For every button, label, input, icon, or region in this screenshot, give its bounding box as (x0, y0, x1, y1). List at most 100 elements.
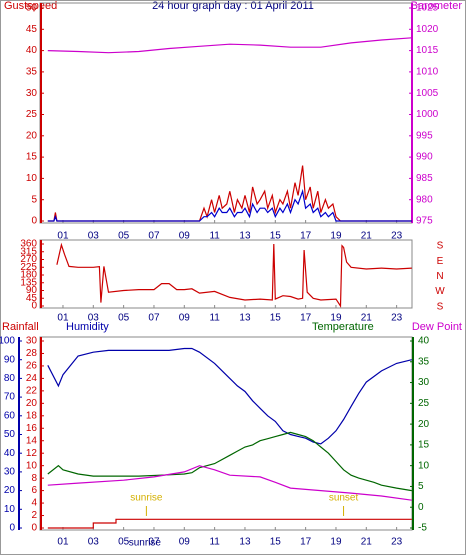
x-tick-label: 17 (300, 231, 312, 242)
y-tick-label: 1000 (416, 109, 439, 120)
y-tick-label: 135 (20, 277, 37, 288)
y-tick-label: 985 (416, 173, 433, 184)
x-tick-label: 09 (179, 537, 191, 548)
series-line (56, 242, 412, 308)
temperature-label: Temperature (312, 321, 374, 333)
axis-bar (40, 240, 42, 308)
x-tick-label: 21 (361, 313, 373, 324)
x-tick-label: 05 (118, 313, 130, 324)
y-tick-label: 50 (26, 3, 38, 14)
y-tick-label: 975 (416, 216, 433, 227)
y-tick-label: 30 (4, 467, 16, 478)
y-tick-label: 28 (26, 348, 38, 359)
y-tick-label: 2 (31, 510, 37, 521)
x-tick-label: 11 (209, 231, 220, 242)
annotation: sunset (329, 493, 359, 504)
x-tick-label: 05 (118, 231, 130, 242)
x-tick-label: 01 (57, 313, 69, 324)
series-line (47, 431, 412, 492)
y-tick-label: 45 (26, 24, 38, 35)
y-tick-label: 12 (26, 448, 38, 459)
x-tick-label: 03 (88, 313, 100, 324)
y-tick-label: 995 (416, 130, 433, 141)
x-tick-label: 15 (270, 537, 282, 548)
direction-label: W (435, 286, 445, 297)
y-tick-label: 50 (4, 429, 16, 440)
x-tick-label: 09 (179, 231, 191, 242)
y-tick-label: 180 (20, 270, 37, 281)
series-line (47, 188, 412, 222)
x-tick-label: 23 (391, 313, 403, 324)
x-tick-label: 19 (330, 537, 342, 548)
y-tick-label: 0 (9, 523, 15, 534)
y-tick-label: 40 (4, 448, 16, 459)
y-tick-label: 8 (31, 473, 37, 484)
y-tick-label: 980 (416, 194, 433, 205)
y-tick-label: 20 (4, 485, 16, 496)
y-tick-label: 225 (20, 262, 37, 273)
x-tick-label: 19 (330, 231, 342, 242)
y-tick-label: 35 (26, 67, 38, 78)
y-tick-label: 35 (418, 356, 430, 367)
x-tick-label: 11 (209, 537, 220, 548)
axis-bar (40, 337, 42, 530)
rainfall-label: Rainfall (2, 321, 39, 333)
direction-label: N (436, 271, 443, 282)
y-tick-label: 20 (418, 419, 430, 430)
x-tick-label: 17 (300, 313, 312, 324)
y-tick-label: 60 (4, 410, 16, 421)
direction-label: E (437, 256, 444, 267)
x-tick-label: 23 (391, 231, 403, 242)
y-tick-label: 10 (418, 460, 430, 471)
dewpoint-label: Dew Point (412, 321, 462, 333)
x-tick-label: 17 (300, 537, 312, 548)
y-tick-label: 6 (31, 485, 37, 496)
y-tick-label: 990 (416, 152, 433, 163)
x-tick-label: 01 (57, 231, 69, 242)
x-tick-label: 15 (270, 313, 282, 324)
gust-label: Gustspeed (4, 0, 57, 12)
y-tick-label: 0 (31, 523, 37, 534)
y-tick-label: 0 (31, 216, 37, 227)
chart-title: 24 hour graph day : 01 April 2011 (152, 0, 314, 12)
barometer-label: Barometer (411, 0, 463, 12)
x-tick-label: 19 (330, 313, 342, 324)
annotation: sunrise (130, 493, 163, 504)
axis-bar (18, 337, 20, 530)
direction-label: S (437, 241, 444, 252)
y-tick-label: 45 (26, 293, 38, 304)
y-tick-label: 24 (26, 373, 38, 384)
y-tick-label: 1020 (416, 24, 439, 35)
x-tick-label: 03 (88, 231, 100, 242)
y-tick-label: 40 (26, 45, 38, 56)
y-tick-label: 5 (418, 481, 424, 492)
y-tick-label: 26 (26, 361, 38, 372)
y-tick-label: 270 (20, 254, 37, 265)
series-line (47, 465, 412, 501)
humidity-label: Humidity (66, 321, 109, 333)
y-tick-label: 360 (20, 239, 37, 250)
direction-label: S (437, 301, 444, 312)
y-tick-label: 4 (31, 498, 37, 509)
y-tick-label: 90 (4, 354, 16, 365)
y-tick-label: 0 (418, 502, 424, 513)
x-tick-label: 11 (209, 313, 220, 324)
x-annotation: sunrise (129, 538, 162, 549)
series-line (47, 37, 412, 54)
y-tick-label: 22 (26, 386, 38, 397)
y-tick-label: 40 (418, 336, 430, 347)
y-tick-label: 15 (26, 152, 38, 163)
y-tick-label: 10 (4, 504, 16, 515)
y-tick-label: 30 (26, 88, 38, 99)
y-tick-label: 30 (26, 336, 38, 347)
y-tick-label: 10 (26, 173, 38, 184)
y-tick-label: 18 (26, 410, 38, 421)
axis-bar (412, 337, 414, 530)
y-tick-label: 100 (0, 336, 15, 347)
series-line (47, 518, 412, 529)
y-tick-label: 1025 (416, 3, 439, 14)
y-tick-label: 10 (26, 460, 38, 471)
y-tick-label: 16 (26, 423, 38, 434)
